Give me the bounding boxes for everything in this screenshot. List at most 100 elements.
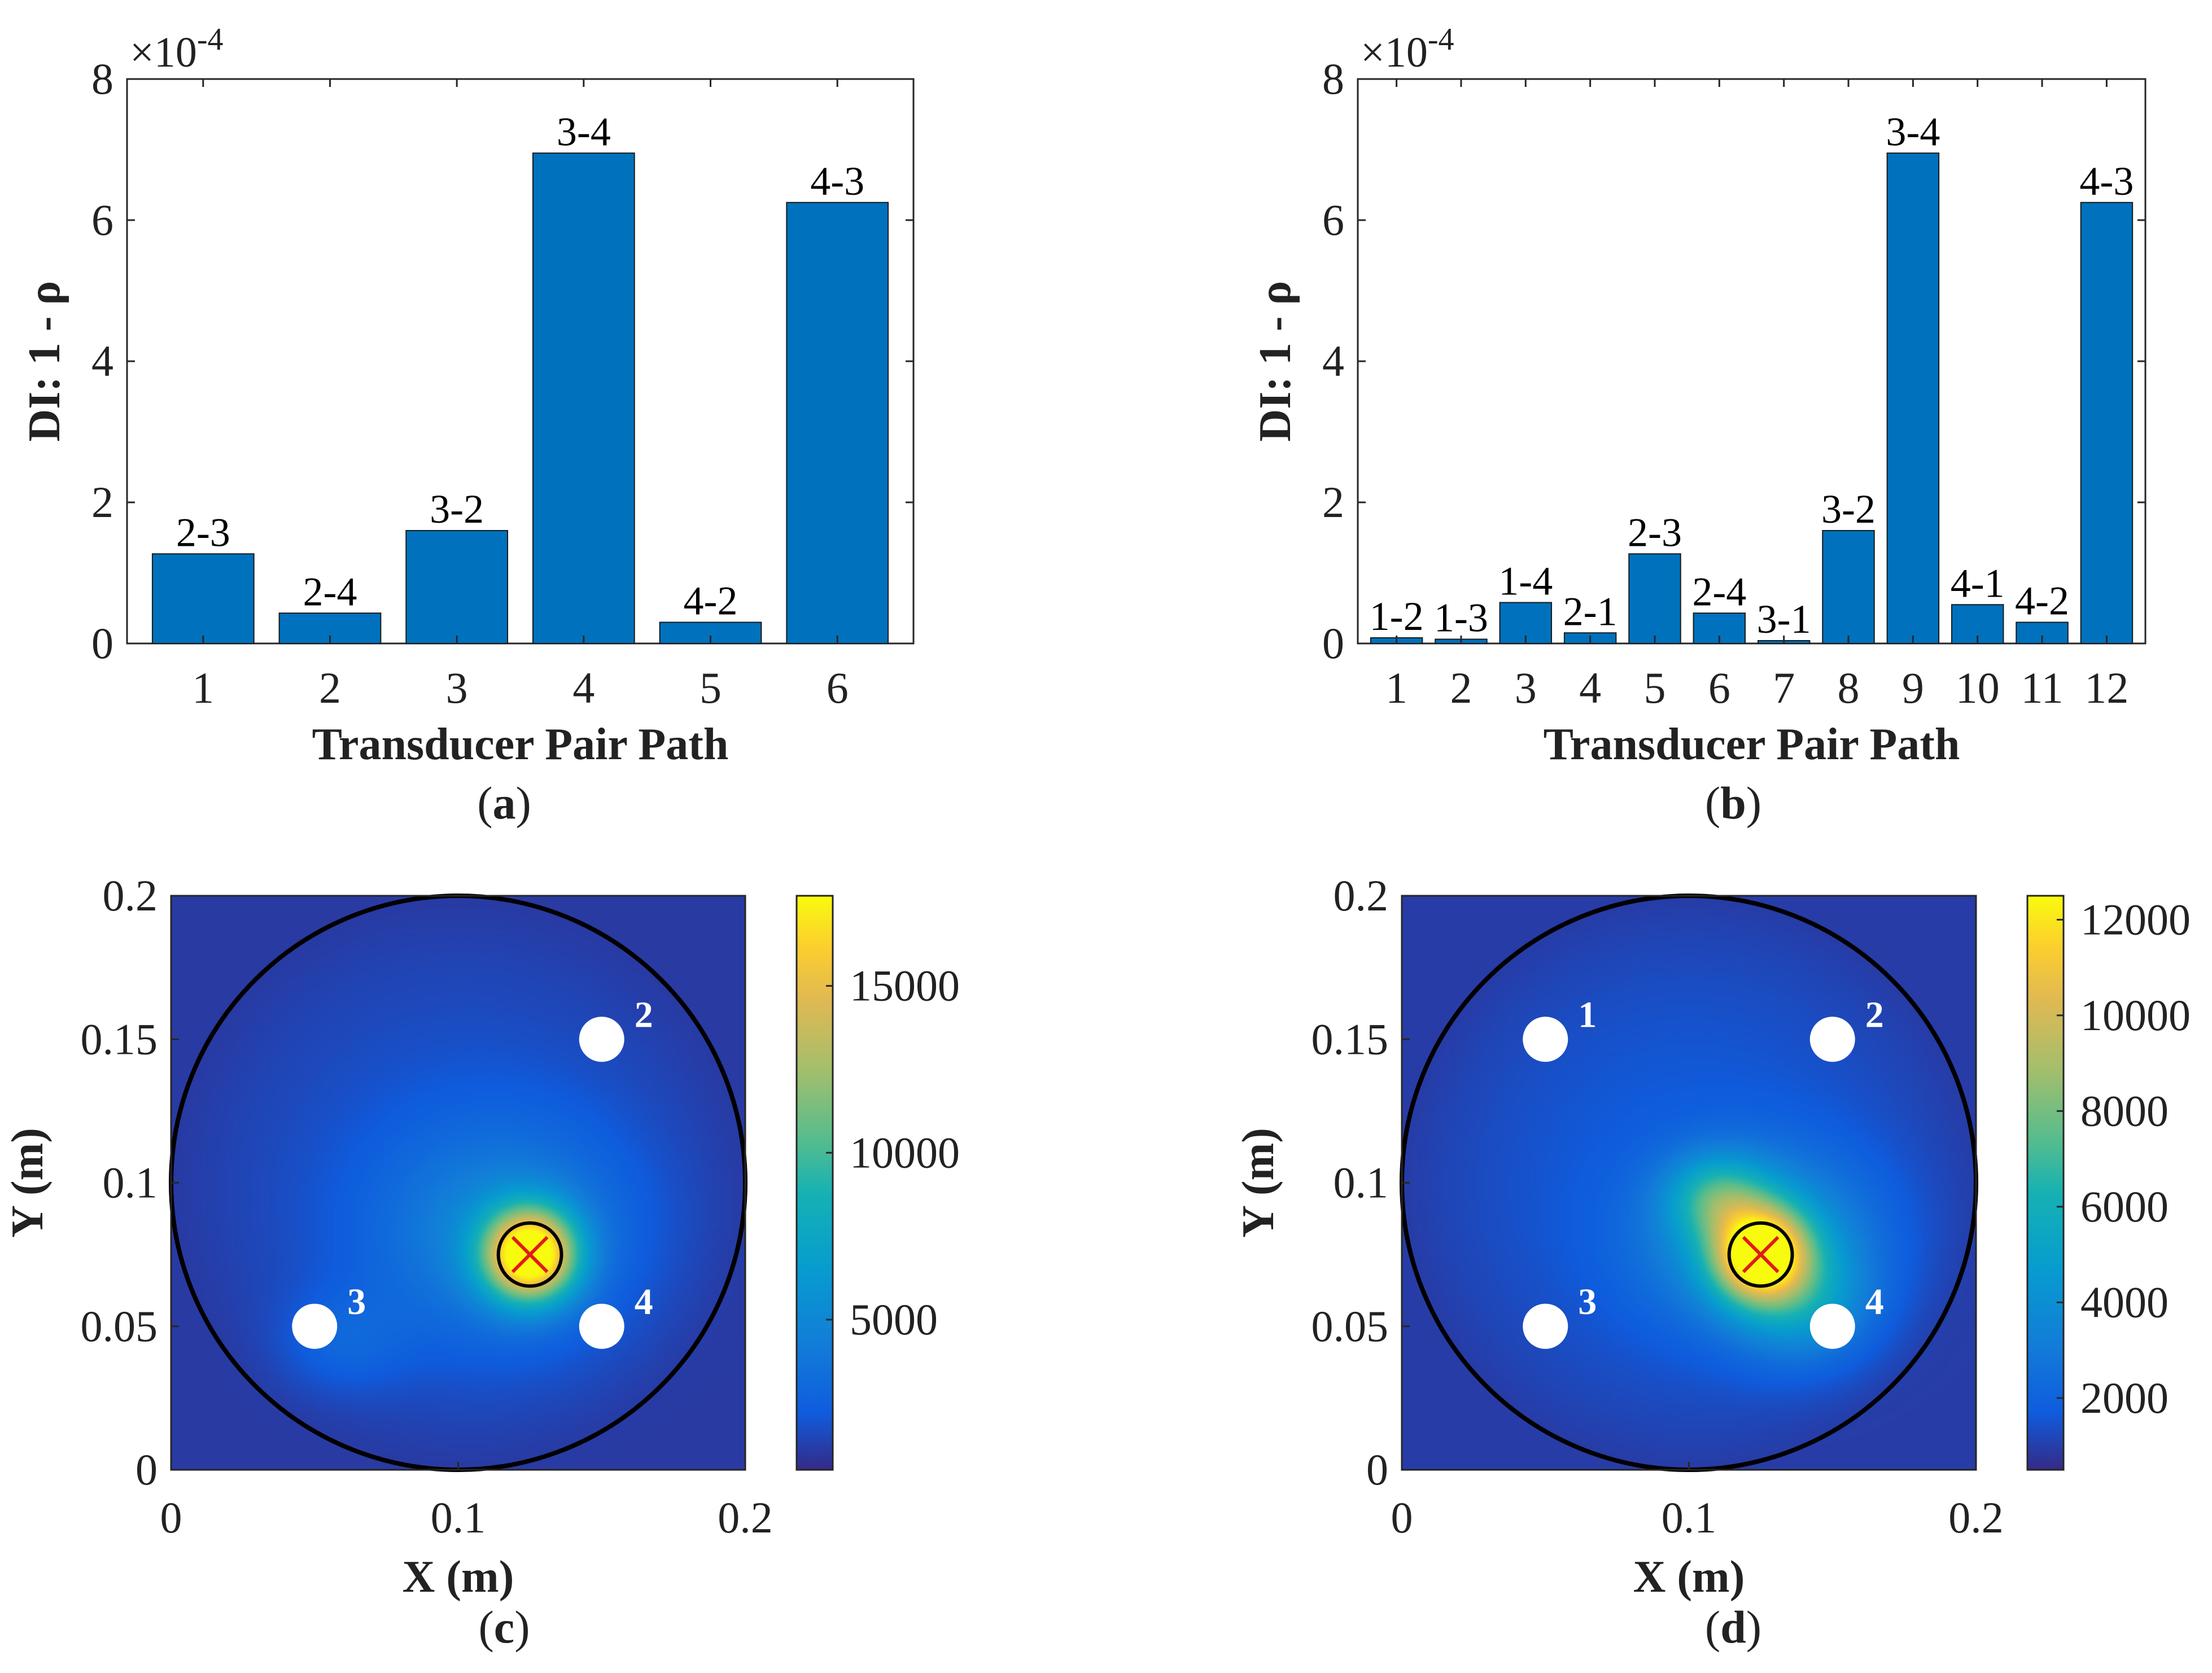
caption-paren: (: [478, 1601, 493, 1653]
bar-label: 1-2: [1370, 594, 1424, 639]
damage-cross-mark: [511, 1236, 549, 1273]
y-axis-label: DI: 1 - ρ: [1251, 281, 1300, 442]
x-tick-label: 3: [446, 663, 468, 712]
bar-label: 3-2: [1821, 487, 1876, 532]
caption-letter: b: [1720, 777, 1746, 829]
colorbar-tick-label: 5000: [850, 1295, 938, 1344]
x-tick-label: 3: [1515, 663, 1537, 712]
transducer-label: 3: [1578, 1281, 1597, 1322]
caption-paren: ): [514, 1601, 530, 1653]
x-tick-label: 12: [2084, 663, 2128, 712]
y-tick-label: 6: [1322, 195, 1344, 244]
y-tick-label: 2: [1322, 478, 1344, 527]
damage-cross-mark: [1742, 1236, 1780, 1273]
transducer-marker: [579, 1303, 624, 1349]
y-tick-label: 0.05: [1312, 1302, 1389, 1351]
transducer-marker: [579, 1017, 624, 1062]
bar-chart-a: 0 2 4 6 8 ×10-4 2-3 1 2-4 2 3-2 3 3-4 4 4-2 5 4-3 6 Transd…: [20, 22, 915, 829]
exponent-power: -4: [197, 22, 224, 57]
x-tick-label: 6: [1708, 663, 1730, 712]
transducer-marker: [1809, 1303, 1855, 1349]
y-axis-label: DI: 1 - ρ: [20, 281, 69, 442]
x-axis-label: Transducer Pair Path: [1544, 720, 1960, 769]
x-tick-label: 0.2: [718, 1493, 773, 1542]
bar-label: 3-1: [1757, 597, 1811, 642]
transducer-label: 4: [635, 1281, 653, 1322]
bar: [151, 553, 255, 644]
bar-label: 4-1: [1951, 560, 2005, 606]
transducer-label: 2: [1865, 994, 1884, 1035]
x-tick-label: 0.2: [1948, 1493, 2004, 1542]
transducer-marker: [1523, 1017, 1568, 1062]
x-tick-label: 9: [1902, 663, 1924, 712]
bar-label: 4-2: [2015, 579, 2069, 624]
caption-paren: ): [1746, 777, 1761, 829]
colorbar-tick-label: 10000: [2080, 991, 2191, 1040]
damage-circle: [1727, 1221, 1794, 1288]
bar: [1822, 530, 1875, 644]
exponent-base: ×10: [130, 29, 197, 76]
bar-label: 1-3: [1434, 595, 1488, 641]
caption-paren: ): [516, 777, 531, 829]
transducer-marker: [1523, 1303, 1568, 1349]
y-tick-label: 0.1: [103, 1158, 158, 1207]
x-tick-label: 5: [700, 663, 722, 712]
transducer-label: 4: [1865, 1281, 1884, 1322]
heatmap-image: [1402, 896, 1976, 1470]
x-tick-label: 2: [1450, 663, 1472, 712]
y-tick-label: 0.1: [1334, 1158, 1389, 1207]
y-tick-label: 0.05: [81, 1302, 158, 1351]
heatmap-image: [171, 896, 745, 1470]
bar-label: 2-4: [303, 569, 357, 614]
bar: [1693, 612, 1746, 644]
caption-letter: a: [493, 777, 516, 829]
heatmap-c: 2 3 4 0 0.1 0.2 0 0.05 0.1 0.15 0.2 X (m) Y (m) 5000 1…: [3, 871, 960, 1653]
caption-paren: ): [1746, 1601, 1761, 1653]
exponent-base: ×10: [1361, 29, 1428, 76]
transducer-label: 2: [635, 994, 653, 1035]
transducer-label: 3: [347, 1281, 366, 1322]
y-tick-label: 0.2: [1334, 871, 1389, 920]
caption-letter: c: [494, 1601, 514, 1653]
y-tick-label: 6: [91, 195, 113, 244]
bar-label: 1-4: [1498, 559, 1553, 604]
damage-circle: [496, 1221, 563, 1288]
x-tick-label: 7: [1773, 663, 1795, 712]
x-tick-label: 0.1: [1662, 1493, 1717, 1542]
plot-area-box: [1357, 78, 2147, 645]
panel-caption: (d): [1705, 1601, 1761, 1653]
bar: [2080, 202, 2134, 644]
y-tick-label: 0.2: [103, 871, 158, 920]
bar-label: 2-1: [1563, 589, 1618, 634]
panel-caption: (c): [478, 1601, 530, 1653]
x-tick-label: 4: [1579, 663, 1601, 712]
x-tick-label: 0.1: [431, 1493, 486, 1542]
bar-label: 2-4: [1692, 569, 1746, 614]
panel-caption: (a): [477, 777, 531, 829]
caption-paren: (: [1705, 1601, 1720, 1653]
bar: [1628, 553, 1681, 644]
y-tick-label: 0.15: [81, 1014, 158, 1063]
bar-chart-b: 0 2 4 6 8 ×10-4 1-2 1 1-3 2 1-4 3 2-1 4 2-3 5 2-4 6 3-1 7 3-…: [1251, 22, 2147, 829]
plot-area-box: [126, 78, 915, 645]
x-tick-label: 0: [160, 1493, 182, 1542]
transducer-marker: [1809, 1017, 1855, 1062]
x-tick-label: 1: [1385, 663, 1407, 712]
y-tick-label: 2: [91, 478, 113, 527]
x-tick-label: 0: [1391, 1493, 1413, 1542]
x-tick-label: 2: [319, 663, 341, 712]
y-tick-label: 0.15: [1312, 1014, 1389, 1063]
y-tick-label: 4: [91, 336, 113, 386]
transducer-marker: [292, 1303, 338, 1349]
caption-letter: d: [1720, 1601, 1746, 1653]
bar-label: 3-4: [1886, 109, 1940, 154]
y-exponent-label: ×10-4: [130, 22, 224, 76]
x-tick-label: 6: [827, 663, 849, 712]
y-tick-label: 8: [91, 54, 113, 103]
x-tick-label: 8: [1838, 663, 1860, 712]
bar-label: 3-4: [557, 109, 611, 154]
transducer-label: 1: [1578, 994, 1597, 1035]
y-axis-label: Y (m): [3, 1128, 53, 1238]
x-tick-label: 11: [2021, 663, 2063, 712]
y-tick-label: 0: [1322, 619, 1344, 668]
